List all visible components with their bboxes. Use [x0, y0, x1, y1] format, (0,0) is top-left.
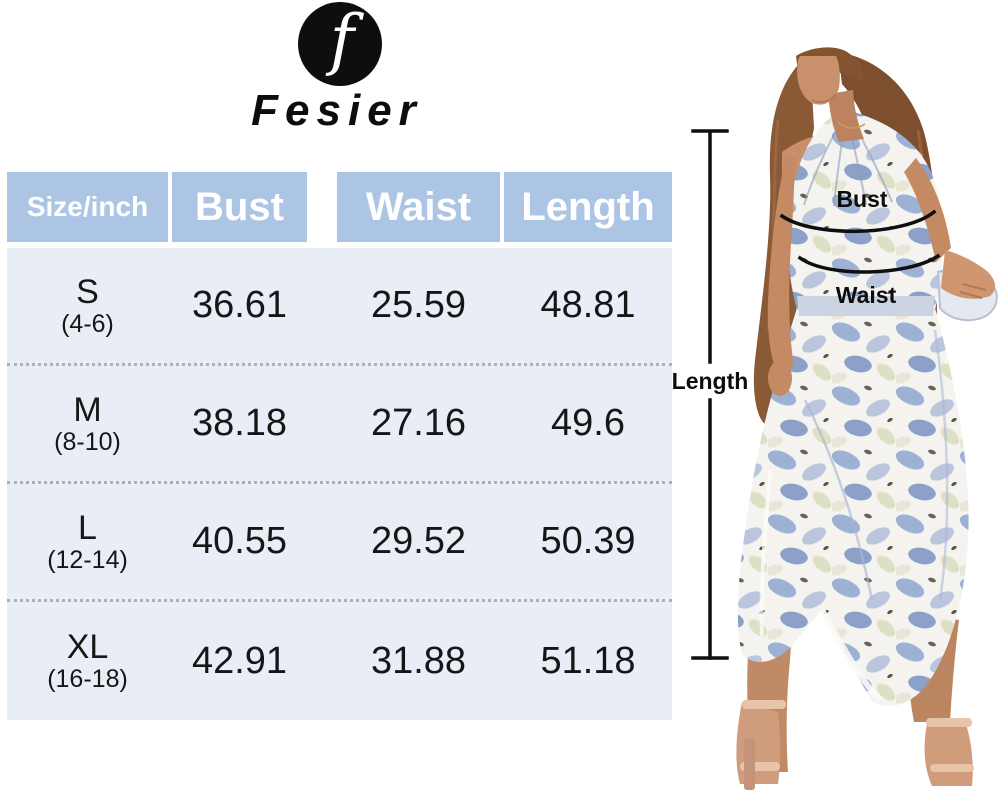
measurement-lines: [691, 129, 941, 660]
waist-value: 29.52: [370, 520, 467, 562]
size-range: (8-10): [54, 427, 121, 456]
bust-value: 42.91: [191, 639, 288, 682]
length-value: 51.18: [540, 639, 636, 682]
header-waist: Waist: [337, 172, 500, 242]
dress-skirt: [737, 308, 969, 707]
right-shoe: [924, 718, 974, 786]
bust-value: 36.61: [191, 284, 288, 326]
table-row: S (4-6) 36.61 25.59 48.81: [7, 248, 672, 366]
size-label: S: [76, 272, 99, 311]
brand-name: Fesier: [251, 86, 423, 135]
table-row: XL (16-18) 42.91 31.88 51.18: [7, 602, 672, 720]
waist-value: 25.59: [370, 284, 467, 326]
logo-letter: f: [329, 1, 355, 78]
left-shoe: [736, 700, 786, 790]
size-range: (16-18): [47, 665, 128, 693]
header-size-inch: Size/inch: [7, 172, 168, 242]
bust-value: 40.55: [191, 520, 288, 562]
table-row: M (8-10) 38.18 27.16 49.6: [7, 366, 672, 484]
length-value: 48.81: [540, 284, 636, 326]
size-label: M: [73, 390, 102, 429]
model-arms: [767, 156, 996, 396]
length-value: 49.6: [551, 402, 625, 444]
size-cell: S (4-6): [7, 274, 168, 338]
table-header-row: Size/inch Bust Waist Length: [7, 172, 672, 242]
bust-measure-label: Bust: [836, 186, 888, 212]
brand-logo-icon: f: [298, 2, 382, 86]
length-value: 50.39: [540, 520, 636, 562]
size-chart-table: Size/inch Bust Waist Length S (4-6) 36.6…: [7, 172, 672, 720]
header-length: Length: [504, 172, 672, 242]
table-body: S (4-6) 36.61 25.59 48.81 M (8-10) 38.18…: [7, 248, 672, 720]
size-cell: M (8-10): [7, 392, 168, 456]
waist-value: 31.88: [370, 639, 467, 682]
length-measure-label: Length: [671, 368, 749, 394]
size-range: (12-14): [47, 545, 128, 574]
bust-value: 38.18: [191, 402, 288, 444]
waist-value: 27.16: [370, 402, 467, 444]
product-photo: [691, 47, 998, 790]
size-label: XL: [66, 628, 109, 666]
waist-measure-label: Waist: [835, 282, 897, 308]
size-range: (4-6): [61, 309, 114, 338]
model-face: [797, 56, 866, 142]
table-row: L (12-14) 40.55 29.52 50.39: [7, 484, 672, 602]
size-label: L: [78, 508, 97, 547]
header-bust: Bust: [172, 172, 307, 242]
waist-line: [797, 253, 941, 274]
size-cell: XL (16-18): [7, 629, 168, 693]
size-cell: L (12-14): [7, 510, 168, 574]
bust-line: [779, 209, 937, 234]
